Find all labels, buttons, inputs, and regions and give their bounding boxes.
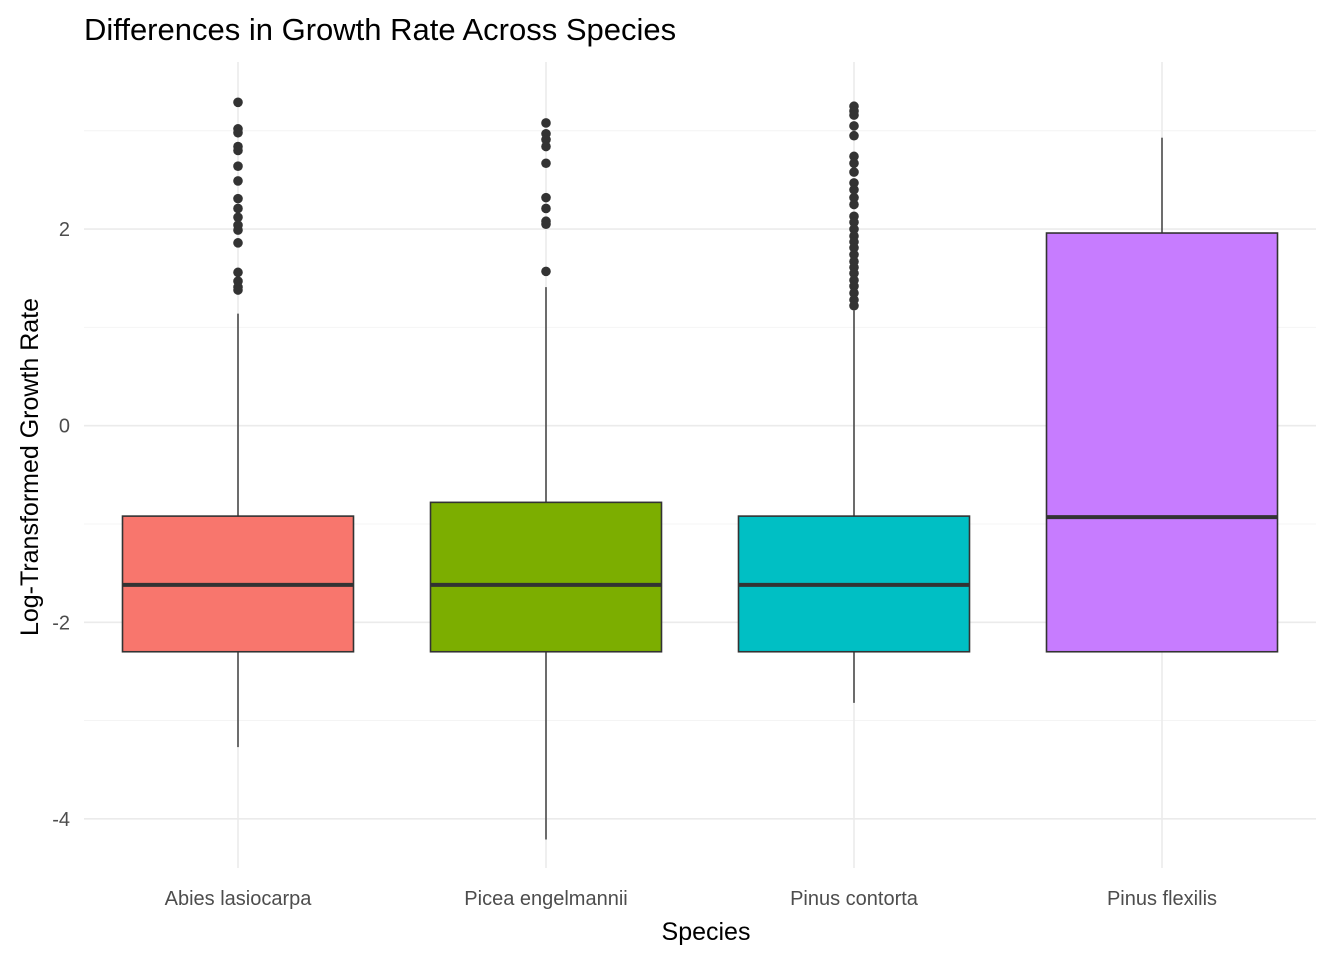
outlier-point [849,110,859,120]
outlier-point [233,285,243,295]
box-iqr [429,501,663,653]
x-axis-ticks: Abies lasiocarpa Picea engelmannii Pinus c… [165,888,1217,910]
y-tick-label: -2 [52,612,70,634]
outlier-point [849,121,859,131]
outlier-point [233,97,243,108]
outlier-point [541,192,551,203]
outlier-point [849,130,859,141]
box-group-picea-engelmannii [429,118,663,840]
outlier-point [849,199,859,210]
x-tick-label: Pinus flexilis [1107,888,1217,910]
outlier-point [849,249,859,260]
outlier-point [849,158,859,169]
x-axis-title: Species [662,918,751,946]
outlier-point [849,178,859,188]
outlier-point [541,158,551,169]
outlier-point [849,300,859,311]
outlier-point [233,203,243,214]
outlier-point [233,212,243,223]
outlier-point [233,161,243,171]
outlier-point [849,167,859,177]
outlier-point [233,176,243,186]
outlier-point [541,219,551,229]
outlier-point [849,217,859,228]
box-group-pinus-contorta [737,101,971,703]
box-group-abies-lasiocarpa [121,97,355,748]
outlier-point [541,134,551,145]
x-tick-label: Picea engelmannii [464,888,627,910]
outlier-point [849,268,859,279]
outlier-point [233,193,243,204]
outlier-point [541,141,551,152]
outlier-point [233,267,243,278]
y-tick-label: 0 [59,416,70,438]
outlier-point [849,281,859,291]
chart-title: Differences in Growth Rate Across Specie… [84,12,676,47]
y-axis-title: Log-Transformed Growth Rate [16,298,44,636]
outlier-point [541,266,551,277]
outlier-point [233,225,243,235]
box-iqr [1045,232,1279,653]
outlier-point [849,184,859,195]
box-group-pinus-flexilis [1045,137,1279,653]
x-tick-label: Abies lasiocarpa [165,888,313,910]
y-tick-label: 2 [59,219,70,241]
outlier-point [849,288,859,298]
outlier-point [233,145,243,156]
y-axis-ticks: -4 -2 0 2 [52,219,70,831]
y-tick-label: -4 [52,809,70,831]
outlier-point [233,127,243,138]
x-tick-label: Pinus contorta [790,888,919,910]
outlier-point [849,224,859,234]
outlier-point [541,203,551,214]
outlier-point [849,192,859,203]
boxes [121,97,1279,840]
outlier-point [849,242,859,253]
outlier-point [233,238,243,248]
outlier-point [541,118,551,128]
outlier-point [849,151,859,162]
